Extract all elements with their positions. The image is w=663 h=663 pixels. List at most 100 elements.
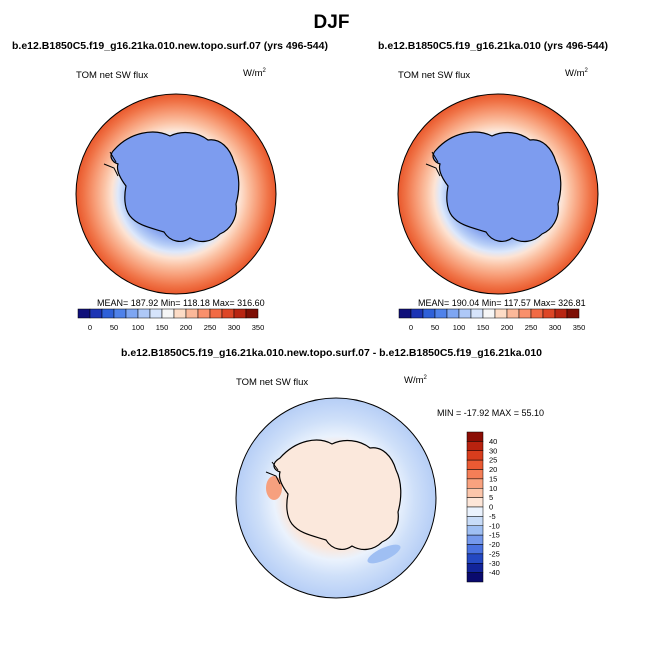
panel1-colorbar-boxes: [77, 308, 259, 319]
panel3-colorbar-boxes: [466, 431, 484, 583]
panel2-colorbar-box: [470, 308, 484, 319]
panel3-units: W/m2: [404, 375, 427, 387]
panel2-colorbar-tick-label: 0: [409, 323, 413, 332]
panel3-colorbar-box: [466, 553, 484, 564]
panel1-colorbar-tick-label: 300: [228, 323, 241, 332]
panel3-colorbar-tick-label: -15: [489, 531, 500, 540]
panel2-colorbar-box: [458, 308, 472, 319]
panel3-colorbar-box: [466, 525, 484, 536]
panel3-colorbar-tick-label: 15: [489, 474, 497, 483]
panel2-colorbar-box: [422, 308, 436, 319]
panel2-colorbar-tick-label: 250: [525, 323, 538, 332]
panel3-variable-label: TOM net SW flux: [236, 377, 309, 388]
panel3-colorbar-tick-label: -5: [489, 512, 496, 521]
panel3-colorbar-box: [466, 459, 484, 470]
panel2-peninsula: [425, 151, 441, 177]
panel3-colorbar-box: [466, 544, 484, 555]
panel2-units: W/m2: [565, 68, 588, 80]
panel1-colorbar-box: [137, 308, 151, 319]
panel1-colorbar-tick-label: 50: [110, 323, 118, 332]
panel1-stats: MEAN= 187.92 Min= 118.18 Max= 316.60: [97, 298, 265, 308]
panel3-anomaly-negative: [367, 544, 401, 564]
panel3-colorbar-box: [466, 478, 484, 489]
panel3-colorbar-box: [466, 431, 484, 442]
panel2-colorbar-box: [566, 308, 580, 319]
panel3-colorbar-tick-label: -20: [489, 540, 500, 549]
panel2-colorbar-tick-label: 50: [431, 323, 439, 332]
panel1-colorbar-box: [221, 308, 235, 319]
panel1-colorbar-tick-label: 150: [156, 323, 169, 332]
panel2-colorbar-labels: 0 50 100 150 200 250 300 350: [409, 323, 585, 332]
panel3-colorbar-box: [466, 441, 484, 451]
panel1-map: [75, 93, 277, 295]
panel1-colorbar-box: [161, 308, 175, 319]
panel2-stats: MEAN= 190.04 Min= 117.57 Max= 326.81: [418, 298, 586, 308]
panel2-colorbar-box: [482, 308, 496, 319]
panel1-colorbar-box: [209, 308, 223, 319]
panel2-case-title: b.e12.B1850C5.f19_g16.21ka.010 (yrs 496-…: [378, 40, 608, 52]
panel2-colorbar-tick-label: 200: [501, 323, 514, 332]
panel2-colorbar-box: [518, 308, 532, 319]
panel1-colorbar: 0 50 100 150 200 250 300 350: [77, 308, 264, 332]
panel2-colorbar-box: [410, 308, 424, 319]
panel2-colorbar-box: [434, 308, 448, 319]
panel3-colorbar-box: [466, 563, 484, 573]
panel1-colorbar-box: [245, 308, 259, 319]
panel1-peninsula: [103, 151, 119, 177]
panel3-colorbar-box: [466, 488, 484, 498]
panel1-colorbar-box: [77, 308, 91, 319]
panel1-map-border: [75, 93, 277, 295]
panel2-colorbar-boxes: [398, 308, 580, 319]
panel3-colorbar-tick-label: -40: [489, 568, 500, 577]
panel1-colorbar-tick-label: 350: [252, 323, 265, 332]
panel2-map-border: [397, 93, 599, 295]
panel1-colorbar-box: [89, 308, 103, 319]
panel3-stats: MIN = -17.92 MAX = 55.10: [437, 408, 545, 418]
panel2-antarctica-coastline: [432, 131, 562, 243]
panel2-colorbar-box: [398, 308, 412, 319]
panel3-colorbar-box: [466, 469, 484, 480]
panel3-colorbar-box: [466, 450, 484, 461]
panel2-colorbar-box: [506, 308, 520, 319]
panel2-colorbar-tick-label: 150: [477, 323, 490, 332]
panel3-colorbar-tick-label: -10: [489, 521, 500, 530]
panel1-units: W/m2: [243, 68, 266, 80]
panel1-colorbar-tick-label: 100: [132, 323, 145, 332]
panel2-colorbar-box: [530, 308, 544, 319]
panel1-colorbar-box: [185, 308, 199, 319]
panel1-colorbar-box: [101, 308, 115, 319]
panel2-colorbar-box: [554, 308, 568, 319]
panel1-colorbar-box: [149, 308, 163, 319]
panel3-map-border: [235, 397, 437, 599]
panel3-colorbar-box: [466, 516, 484, 526]
panel2-colorbar-tick-label: 100: [453, 323, 466, 332]
panel2-colorbar-box: [446, 308, 460, 319]
panel3-colorbar-tick-label: 10: [489, 484, 497, 493]
panel3-colorbar-box: [466, 572, 484, 583]
panel2-map: [397, 93, 599, 295]
panel2-colorbar-box: [542, 308, 556, 319]
panel1-colorbar-labels: 0 50 100 150 200 250 300 350: [88, 323, 264, 332]
panel3-map: [235, 397, 437, 599]
panel1-colorbar-tick-label: 0: [88, 323, 92, 332]
panel3-colorbar-box: [466, 506, 484, 517]
panel2-colorbar-tick-label: 300: [549, 323, 562, 332]
panel3-colorbar-tick-label: 20: [489, 465, 497, 474]
panel2-colorbar-box: [494, 308, 508, 319]
panel2-variable-label: TOM net SW flux: [398, 70, 471, 81]
panel3-colorbar-box: [466, 534, 484, 545]
panel3-colorbar-tick-label: 0: [489, 503, 493, 512]
panel3-colorbar-tick-label: 5: [489, 493, 493, 502]
panel1-antarctica-coastline: [110, 131, 240, 243]
panel2-colorbar: 0 50 100 150 200 250 300 350: [398, 308, 585, 332]
panel1-case-title: b.e12.B1850C5.f19_g16.21ka.010.new.topo.…: [12, 40, 328, 52]
panel3-peninsula: [265, 461, 281, 485]
panel3-colorbar-box: [466, 497, 484, 508]
panel2-colorbar-tick-label: 350: [573, 323, 586, 332]
panel3-case-title: b.e12.B1850C5.f19_g16.21ka.010.new.topo.…: [120, 347, 543, 359]
panel3-colorbar-tick-label: 30: [489, 446, 497, 455]
panel1-colorbar-box: [125, 308, 139, 319]
panel3-colorbar-tick-label: -25: [489, 549, 500, 558]
